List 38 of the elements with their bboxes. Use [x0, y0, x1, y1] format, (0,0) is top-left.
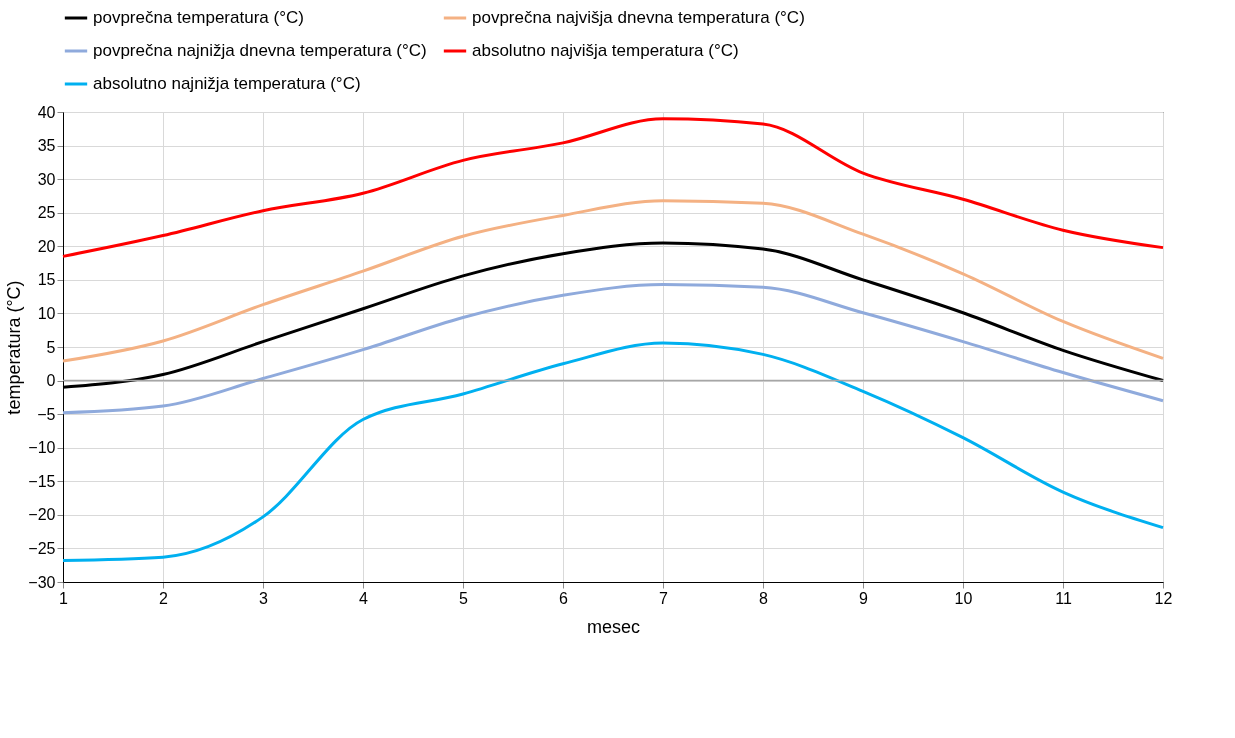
y-tick-label: 5 [46, 338, 56, 356]
y-tick-label: 40 [37, 103, 56, 121]
y-tick-label: −30 [28, 573, 56, 591]
legend-label: absolutno najvišja temperatura (°C) [472, 41, 739, 60]
x-tick-label: 7 [659, 589, 669, 607]
x-tick-label: 9 [859, 589, 869, 607]
y-tick-label: 30 [37, 170, 56, 188]
legend-label: povprečna najnižja dnevna temperatura (°C) [93, 41, 427, 60]
x-tick-label: 3 [259, 589, 269, 607]
line-series [61, 117, 1165, 258]
y-tick-label: −5 [37, 405, 56, 423]
y-tick-label: −25 [28, 539, 56, 557]
x-tick-label: 11 [1055, 589, 1072, 607]
line-series [61, 199, 1165, 363]
y-tick-label: 35 [37, 137, 56, 155]
legend-label: absolutno najnižja temperatura (°C) [93, 74, 361, 93]
line-series [61, 283, 1165, 415]
y-tick-label: 15 [37, 271, 56, 289]
x-tick-label: 8 [759, 589, 769, 607]
x-tick-label: 5 [459, 589, 469, 607]
y-tick-label: −15 [28, 472, 56, 490]
y-axis-title: temperatura (°C) [4, 280, 25, 415]
y-tick-label: 20 [37, 237, 56, 255]
x-axis-title: mesec [586, 616, 641, 637]
y-tick-label: 0 [46, 372, 56, 390]
y-tick-label: 10 [37, 304, 56, 322]
x-tick-label: 6 [559, 589, 569, 607]
x-tick-label: 12 [1154, 589, 1173, 607]
y-tick-label: 25 [37, 204, 56, 222]
x-tick-label: 1 [59, 589, 69, 607]
x-tick-label: 4 [359, 589, 369, 607]
legend-label: povprečna najvišja dnevna temperatura (°C) [472, 8, 805, 27]
line-series [61, 341, 1165, 563]
y-tick-label: −20 [28, 506, 56, 524]
y-tick-label: −10 [28, 439, 56, 457]
x-tick-label: 10 [954, 589, 973, 607]
legend-label: povprečna temperatura (°C) [93, 8, 304, 27]
x-tick-label: 2 [159, 589, 169, 607]
